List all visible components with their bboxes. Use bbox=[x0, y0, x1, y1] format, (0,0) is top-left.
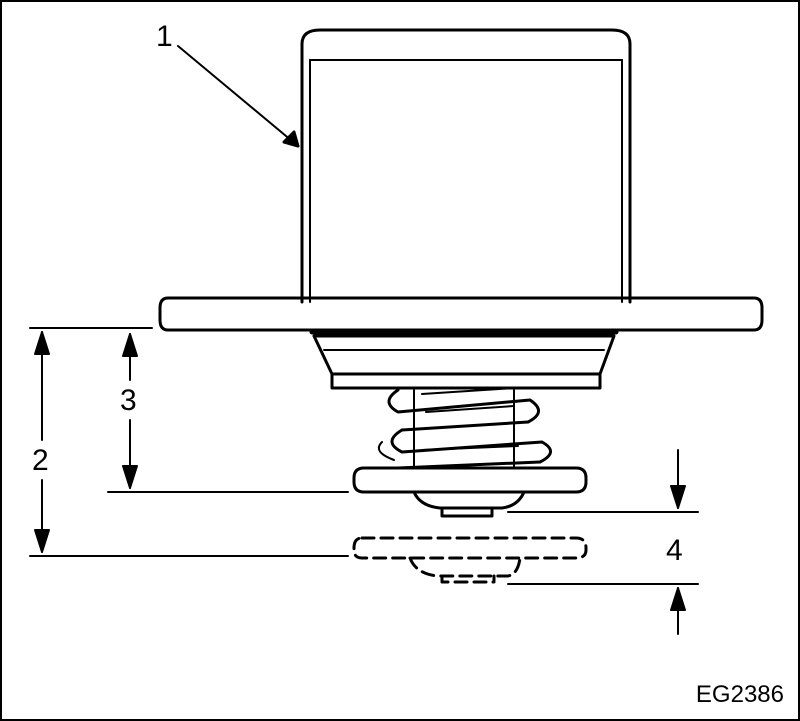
valve-plate-open-dashed bbox=[352, 536, 588, 584]
valve-seat-skirt bbox=[312, 334, 616, 390]
mounting-flange bbox=[158, 296, 764, 335]
callout-1: 1 bbox=[156, 20, 173, 53]
dimension-3 bbox=[107, 333, 349, 493]
thermostat-housing bbox=[300, 28, 632, 304]
figure-code: EG2386 bbox=[695, 681, 784, 708]
dimension-2 bbox=[29, 327, 349, 557]
callout-4: 4 bbox=[666, 534, 683, 567]
valve-plate-closed bbox=[352, 466, 588, 518]
callout-3: 3 bbox=[120, 384, 137, 417]
callout-1-leader bbox=[177, 45, 300, 148]
callout-2: 2 bbox=[32, 444, 49, 477]
coil-spring bbox=[378, 387, 552, 470]
dimension-4 bbox=[507, 449, 699, 635]
